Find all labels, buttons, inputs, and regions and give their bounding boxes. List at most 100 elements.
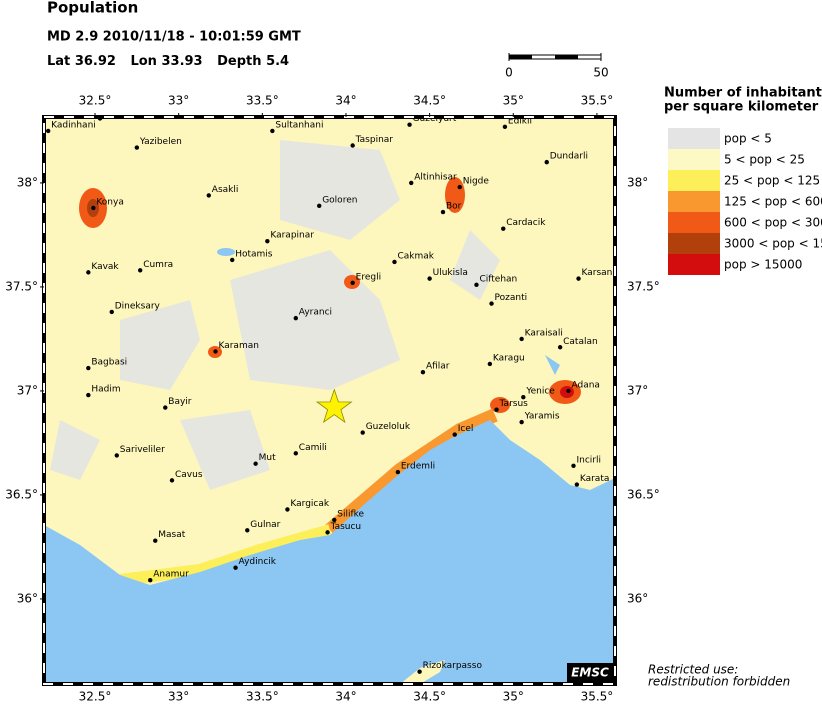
city-label: Guzelyurt [413, 114, 457, 124]
city-label: Tarsus [499, 399, 529, 409]
city-label: Konya [96, 197, 124, 207]
y-tick-label: 36.5° [5, 487, 38, 501]
city-label: Anamur [153, 570, 189, 580]
city-label: Karaman [218, 341, 258, 351]
city-dot [576, 276, 581, 281]
city-dot [501, 226, 506, 231]
legend-swatch [668, 149, 720, 170]
city-label: Kadinhani [51, 120, 96, 130]
city-label: Asakli [212, 185, 239, 195]
city-label: Gulnar [250, 520, 280, 530]
credit-box [567, 663, 613, 682]
depth-value: 5.4 [266, 54, 289, 69]
title: Population [47, 0, 138, 17]
city-label: Dineksary [115, 301, 161, 311]
city-dot [206, 193, 211, 198]
city-label: Nigde [463, 177, 490, 187]
lon-label: Lon [130, 54, 156, 69]
city-dot [571, 463, 576, 469]
city-label: Edikli [508, 116, 532, 126]
x-tick-label: 32.5° [79, 94, 112, 108]
map-area: KadinhaniSarayonuYazibelenSultanhaniTasp… [44, 114, 615, 684]
x-tick-label: 32.5° [79, 690, 112, 704]
city-label: Hotamis [235, 249, 273, 259]
city-dot [502, 124, 508, 129]
city-dot [137, 268, 143, 273]
city-dot [293, 451, 298, 456]
city-label: Eregli [356, 272, 381, 282]
epicenter-layer [315, 388, 353, 424]
city-dot [230, 257, 235, 263]
city-dot [332, 517, 337, 523]
y-tick-label: 36° [17, 591, 38, 605]
city-dot [574, 482, 580, 487]
city-label: Cumra [143, 260, 173, 270]
x-tick-label: 34.5° [413, 690, 446, 704]
notice-line: redistribution forbidden [648, 675, 790, 689]
legend-label: 125 < pop < 600 [724, 195, 822, 209]
legend-label: pop > 15000 [724, 258, 802, 272]
x-tick-label: 34° [335, 94, 356, 108]
city-dot [452, 432, 457, 437]
city-dot [245, 528, 250, 533]
city-label: Silifke [337, 509, 364, 519]
city-label: Icel [458, 424, 474, 434]
city-dot [440, 209, 446, 215]
event-info: MD 2.9 2010/11/18 - 10:01:59 GMT [47, 30, 301, 45]
city-dot [233, 565, 238, 570]
city-label: Altinhisar [414, 172, 457, 182]
city-label: Yazibelen [139, 137, 182, 147]
y-tick-label: 36° [627, 591, 648, 605]
y-tick-label: 37° [627, 383, 648, 397]
city-label: Yaramis [524, 412, 560, 422]
city-label: Karapinar [270, 231, 314, 241]
axes: 32.5° 32.5° 33° 33° 33.5° 33.5° 34° 34° 34.5° 34.… [5, 94, 659, 704]
legend-label: pop < 5 [724, 132, 772, 146]
scale-tick-label: 0 [505, 66, 513, 80]
legend-swatch [668, 254, 720, 275]
city-label: Catalan [563, 337, 598, 347]
credit: EMSC [571, 666, 609, 680]
city-dot [409, 180, 414, 186]
lake [217, 248, 235, 256]
legend-swatch [668, 170, 720, 191]
city-dot [163, 405, 168, 410]
city-dot [317, 203, 322, 209]
city-dot [519, 336, 524, 342]
city-dot [169, 478, 175, 483]
city-label: Ayranci [299, 308, 332, 318]
x-tick-label: 33° [168, 94, 189, 108]
city-label: Mut [259, 453, 276, 463]
lat-value: 36.92 [75, 54, 116, 69]
location-info: Lat 36.92 Lon 33.93 Depth 5.4 [47, 54, 289, 69]
city-label: Erdemli [401, 462, 435, 472]
y-tick-label: 37.5° [627, 279, 660, 293]
city-dot [148, 578, 153, 583]
city-label: Guzeloluk [366, 422, 411, 432]
legend-swatch [668, 191, 720, 212]
y-tick-label: 38° [17, 175, 38, 189]
city-dot [270, 128, 275, 134]
city-dot [109, 309, 114, 315]
city-label: Sariveliler [120, 445, 165, 455]
city-dot [285, 507, 290, 512]
city-dot [86, 365, 91, 371]
y-tick-label: 37° [17, 383, 38, 397]
city-dot [153, 538, 158, 543]
city-dot [265, 238, 270, 244]
city-dot [395, 469, 401, 475]
x-tick-label: 35° [503, 94, 524, 108]
city-label: Incirli [577, 455, 602, 465]
scale-bar: 0 50 [505, 53, 609, 80]
city-dot [489, 301, 494, 306]
legend-label: 25 < pop < 125 [724, 174, 820, 188]
city-label: Kavak [91, 262, 119, 272]
x-tick-label: 33.5° [246, 690, 279, 704]
scale-bar-segment [555, 55, 578, 59]
city-dot [392, 259, 397, 265]
city-label: Rizokarpasso [423, 661, 483, 671]
city-dot [360, 430, 365, 435]
city-label: Afilar [426, 362, 450, 372]
city-label: Bayir [168, 397, 192, 407]
x-tick-label: 33.5° [246, 94, 279, 108]
